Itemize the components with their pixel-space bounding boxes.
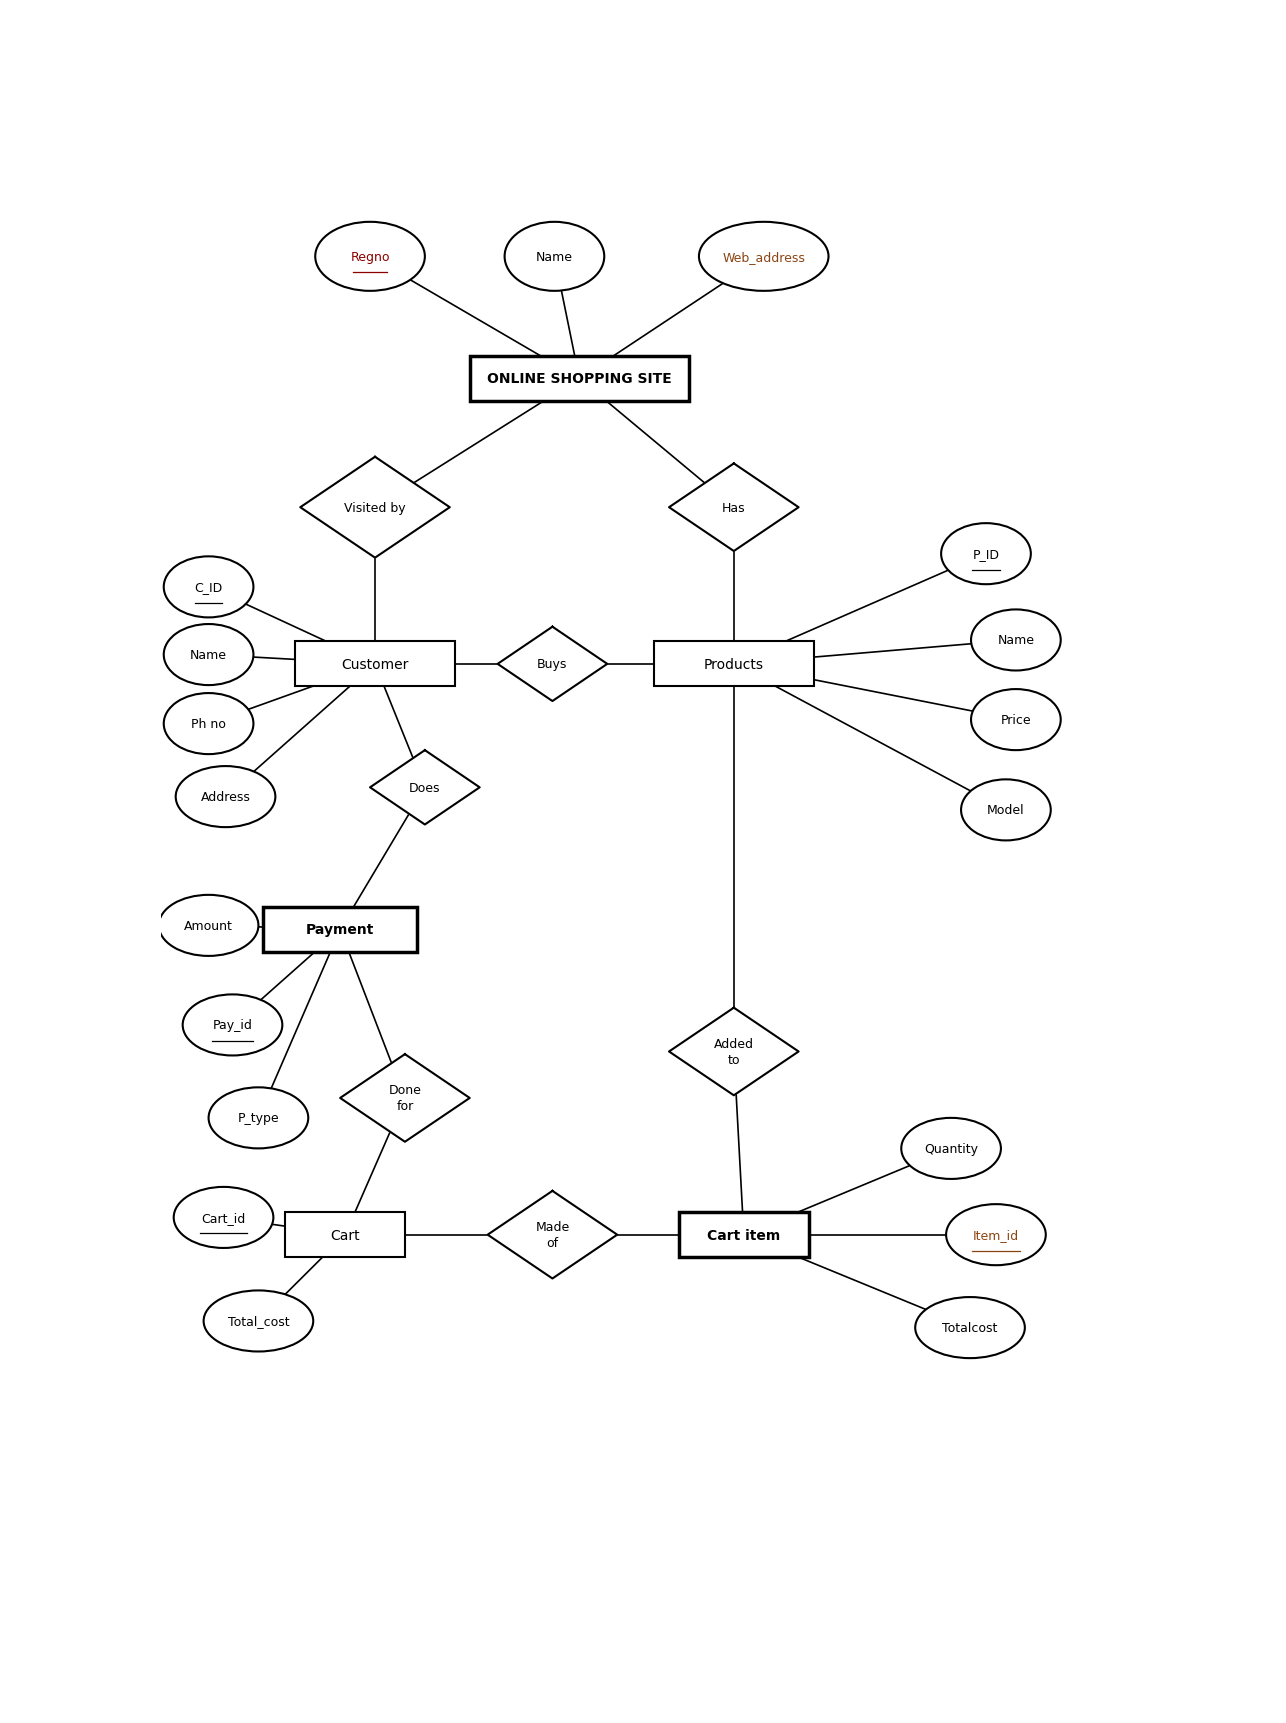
Ellipse shape [901, 1118, 1001, 1179]
Text: Name: Name [536, 250, 574, 264]
Ellipse shape [163, 557, 253, 619]
Text: Added
to: Added to [714, 1037, 754, 1067]
Text: Buys: Buys [538, 658, 567, 670]
Text: Amount: Amount [184, 920, 233, 932]
Polygon shape [370, 751, 480, 825]
Ellipse shape [315, 222, 424, 291]
Ellipse shape [941, 524, 1031, 584]
Polygon shape [301, 458, 450, 558]
Text: Does: Does [409, 781, 441, 794]
Text: Name: Name [190, 648, 228, 662]
Ellipse shape [504, 222, 604, 291]
Text: Model: Model [988, 805, 1025, 817]
Text: Price: Price [1001, 713, 1031, 727]
Ellipse shape [971, 610, 1061, 670]
Ellipse shape [961, 781, 1051, 841]
FancyBboxPatch shape [469, 357, 689, 401]
Text: Made
of: Made of [535, 1220, 570, 1249]
Text: Address: Address [201, 791, 251, 803]
Text: P_ID: P_ID [972, 548, 999, 562]
Text: Web_address: Web_address [723, 250, 805, 264]
Text: Visited by: Visited by [345, 501, 406, 515]
Polygon shape [487, 1191, 617, 1278]
Text: P_type: P_type [238, 1111, 279, 1125]
Ellipse shape [203, 1291, 314, 1353]
FancyBboxPatch shape [285, 1213, 405, 1258]
Ellipse shape [163, 694, 253, 755]
Ellipse shape [174, 1187, 274, 1247]
Text: Item_id: Item_id [974, 1228, 1019, 1242]
Ellipse shape [971, 689, 1061, 751]
FancyBboxPatch shape [262, 908, 418, 953]
Text: Quantity: Quantity [925, 1142, 979, 1154]
Text: Name: Name [998, 634, 1034, 648]
Ellipse shape [916, 1297, 1025, 1358]
Ellipse shape [176, 767, 275, 827]
FancyBboxPatch shape [679, 1213, 809, 1258]
Ellipse shape [163, 625, 253, 686]
FancyBboxPatch shape [655, 643, 814, 687]
Ellipse shape [208, 1087, 309, 1149]
Text: Pay_id: Pay_id [212, 1018, 252, 1032]
Text: C_ID: C_ID [194, 581, 222, 594]
Ellipse shape [183, 994, 283, 1056]
Text: Cart_id: Cart_id [202, 1211, 246, 1225]
Text: Totalcost: Totalcost [943, 1322, 998, 1334]
Text: Ph no: Ph no [192, 718, 226, 731]
Polygon shape [340, 1054, 469, 1142]
Ellipse shape [946, 1204, 1046, 1265]
Text: Has: Has [721, 501, 746, 515]
Text: Products: Products [703, 658, 764, 672]
Text: Total_cost: Total_cost [228, 1315, 289, 1328]
Text: Regno: Regno [350, 250, 390, 264]
Text: Cart: Cart [331, 1228, 360, 1242]
Text: Payment: Payment [306, 924, 374, 937]
Text: Cart item: Cart item [707, 1228, 781, 1242]
Ellipse shape [158, 896, 258, 956]
Text: Done
for: Done for [388, 1084, 422, 1113]
Text: ONLINE SHOPPING SITE: ONLINE SHOPPING SITE [487, 372, 671, 386]
Ellipse shape [700, 222, 828, 291]
Polygon shape [669, 1008, 799, 1096]
Polygon shape [669, 463, 799, 551]
Polygon shape [498, 627, 607, 701]
Text: Customer: Customer [341, 658, 409, 672]
FancyBboxPatch shape [296, 643, 455, 687]
